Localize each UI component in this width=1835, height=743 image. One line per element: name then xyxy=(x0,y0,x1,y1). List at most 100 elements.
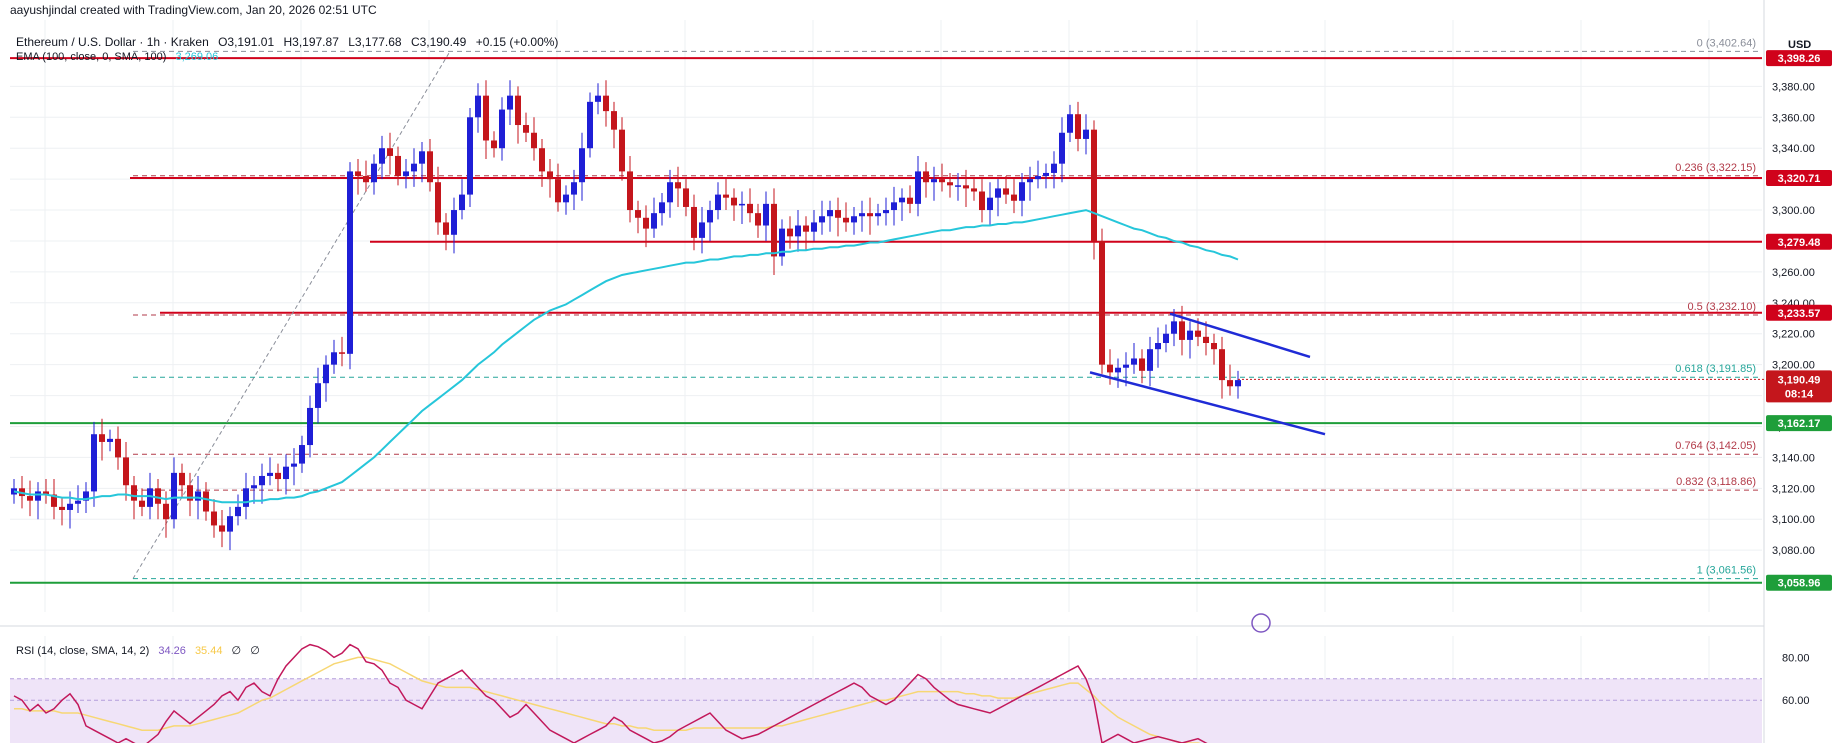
candle-body-66 xyxy=(539,148,545,172)
rsi-series xyxy=(13,643,1208,743)
candle-body-56 xyxy=(459,194,465,211)
low-value: L3,177.68 xyxy=(348,35,402,49)
ema-legend[interactable]: EMA (100, close, 0, SMA, 100) 3,269.06 xyxy=(16,51,218,63)
candle-body-30 xyxy=(251,485,257,489)
candle-body-57 xyxy=(467,117,473,195)
candle-body-37 xyxy=(307,407,313,446)
candle-body-82 xyxy=(667,182,673,203)
candle-body-144 xyxy=(1163,333,1169,344)
candle-body-33 xyxy=(275,472,281,480)
candle-body-26 xyxy=(219,525,225,532)
candle-body-153 xyxy=(1235,380,1241,387)
candle-body-35 xyxy=(291,463,297,467)
fib-label-5: 0.832 (3,118.86) xyxy=(1676,476,1756,488)
candle-body-14 xyxy=(123,457,129,486)
candle-body-150 xyxy=(1211,343,1217,350)
fib-trend-line xyxy=(132,51,451,579)
candle-body-123 xyxy=(995,188,1001,198)
candle-body-107 xyxy=(867,213,873,217)
candle-body-31 xyxy=(259,475,265,486)
candle-body-29 xyxy=(243,488,249,507)
candle-body-103 xyxy=(835,210,841,218)
candle-body-129 xyxy=(1043,172,1049,177)
candle-body-28 xyxy=(235,506,241,517)
level-price-tag-text-4: 3,162.17 xyxy=(1778,418,1821,430)
candle-body-79 xyxy=(643,217,649,229)
candle-body-62 xyxy=(507,95,513,110)
candle-body-4 xyxy=(43,491,49,495)
candle-body-100 xyxy=(811,222,817,232)
candle-body-40 xyxy=(331,352,337,365)
candle-body-63 xyxy=(515,95,521,126)
axis-tick-label-11: 3,300.00 xyxy=(1772,205,1815,217)
candle-body-122 xyxy=(987,197,993,211)
rsi-value: 34.26 xyxy=(158,645,186,657)
candle-body-148 xyxy=(1195,330,1201,337)
candle-body-69 xyxy=(563,194,569,203)
candle-body-50 xyxy=(411,163,417,172)
candle-body-77 xyxy=(627,171,633,211)
candle-body-74 xyxy=(603,95,609,112)
candle-body-27 xyxy=(227,516,233,532)
rsi-legend[interactable]: RSI (14, close, SMA, 14, 2) 34.26 35.44 … xyxy=(16,644,260,657)
candle-body-94 xyxy=(763,203,769,226)
candle-body-11 xyxy=(99,434,105,442)
candle-body-47 xyxy=(387,148,393,156)
candle-body-72 xyxy=(587,101,593,149)
candle-body-6 xyxy=(59,506,65,510)
grid xyxy=(0,20,1764,743)
axis-tick-label-14: 3,360.00 xyxy=(1772,112,1815,124)
axis-tick-label-15: 3,380.00 xyxy=(1772,81,1815,93)
ema-series xyxy=(13,209,1239,504)
candle-body-81 xyxy=(659,202,665,214)
fib-label-3: 0.618 (3,191.85) xyxy=(1675,363,1756,375)
candle-body-137 xyxy=(1107,364,1113,373)
current-price-tag xyxy=(1766,370,1832,403)
axis-tick-label-7: 3,220.00 xyxy=(1772,329,1815,341)
candle-body-24 xyxy=(203,491,209,512)
candle-body-16 xyxy=(139,500,145,507)
candle-body-138 xyxy=(1115,367,1121,373)
candle-body-143 xyxy=(1155,343,1161,350)
candle-body-68 xyxy=(555,179,561,203)
axis-tick-label-2: 3,120.00 xyxy=(1772,483,1815,495)
candle-body-151 xyxy=(1219,349,1225,381)
candle-body-114 xyxy=(923,171,929,183)
rsi-band-fill xyxy=(10,678,1762,743)
candle-body-71 xyxy=(579,148,585,183)
candle-body-18 xyxy=(155,488,161,504)
candle-body-55 xyxy=(451,210,457,235)
candle-body-21 xyxy=(179,472,185,486)
candle-body-119 xyxy=(963,185,969,189)
level-price-tag-text-2: 3,279.48 xyxy=(1778,237,1821,249)
candle-body-34 xyxy=(283,466,289,480)
symbol-legend[interactable]: Ethereum / U.S. Dollar · 1h · Kraken O3,… xyxy=(16,35,558,49)
candle-body-120 xyxy=(971,188,977,192)
candle-body-39 xyxy=(323,364,329,384)
level-price-tag-text-5: 3,058.96 xyxy=(1778,578,1821,590)
rsi-label: RSI (14, close, SMA, 14, 2) xyxy=(16,645,150,657)
candle-body-117 xyxy=(947,182,953,186)
axis-tick-label-3: 3,140.00 xyxy=(1772,452,1815,464)
ema-line xyxy=(13,209,1239,504)
candle-body-135 xyxy=(1091,129,1097,241)
candle-body-93 xyxy=(755,213,761,226)
candle-body-12 xyxy=(107,438,113,442)
candle-body-140 xyxy=(1131,358,1137,365)
level-price-tag-5 xyxy=(1766,574,1832,591)
candle-body-53 xyxy=(435,182,441,223)
candle-body-108 xyxy=(875,213,881,217)
axis-tick-label-6: 3,200.00 xyxy=(1772,360,1815,372)
candle-body-44 xyxy=(363,176,369,183)
candle-body-113 xyxy=(915,171,921,204)
fibonacci-retracement: 0 (3,402.64) 0.236 (3,322.15) 0.5 (3,232.1… xyxy=(132,37,1760,580)
level-price-tag-2 xyxy=(1766,233,1832,250)
level-price-tag-0 xyxy=(1766,50,1832,67)
candle-body-109 xyxy=(883,210,889,214)
candle-body-115 xyxy=(931,179,937,183)
candle-body-41 xyxy=(339,352,345,354)
candle-body-121 xyxy=(979,191,985,211)
level-price-tag-text-0: 3,398.26 xyxy=(1778,53,1821,65)
candle-body-139 xyxy=(1123,364,1129,368)
